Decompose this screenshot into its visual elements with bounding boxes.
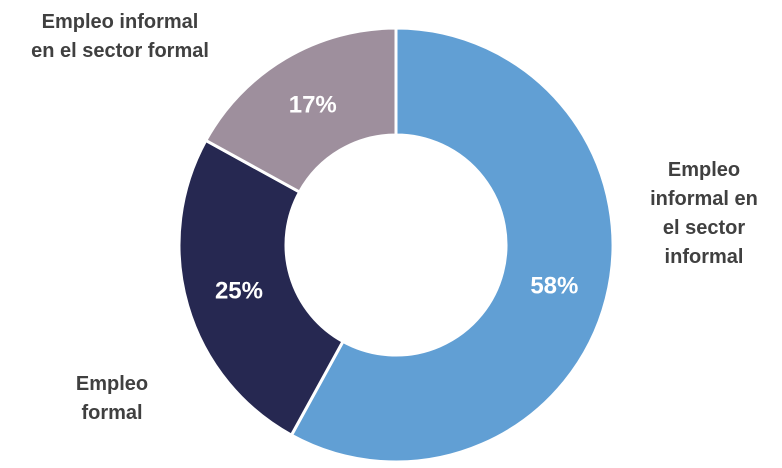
category-label-line: informal [665,246,744,268]
value-label-1: 58% [530,273,578,300]
category-label-1: Empleo informal en el sector informal [650,159,758,268]
category-label-2: Empleo formal [76,373,148,424]
category-label-line: formal [81,402,142,424]
category-labels: Empleo informal en el sector informalEmpleo… [31,11,758,424]
value-label-2: 25% [215,278,263,305]
category-label-line: Empleo [668,159,740,181]
category-label-line: el sector [663,217,745,239]
category-label-line: en el sector formal [31,40,209,62]
category-label-3: Empleo informal en el sector formal [31,11,209,62]
donut-slice-2 [177,138,346,438]
category-label-line: Empleo [76,373,148,395]
donut-slice-3 [203,26,398,195]
percentage-labels: 58% 25% 17% [215,91,578,304]
donut-slices [177,26,615,464]
donut-slice-1 [289,26,615,464]
category-label-line: Empleo informal [42,11,199,33]
category-label-line: informal en [650,188,758,210]
value-label-3: 17% [289,91,337,118]
